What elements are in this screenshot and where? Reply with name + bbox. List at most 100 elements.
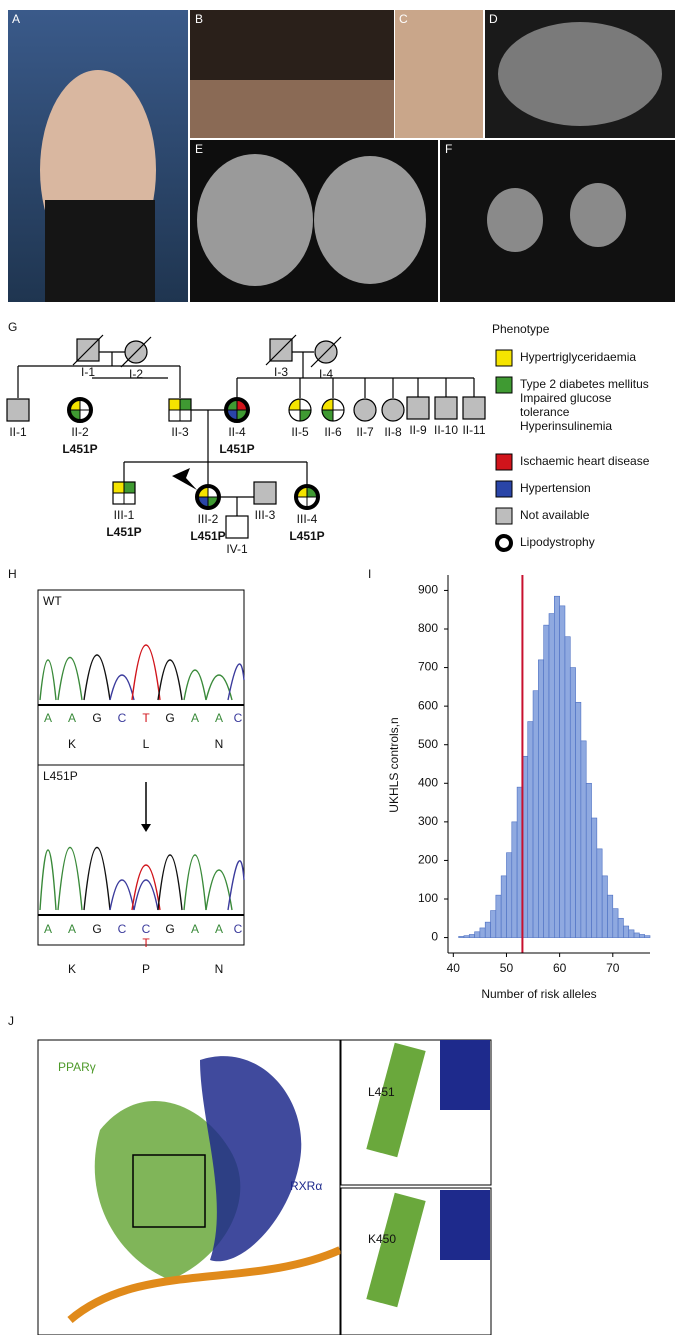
bar — [485, 922, 490, 937]
trace — [158, 660, 182, 700]
base: A — [68, 922, 76, 936]
bar — [586, 783, 591, 937]
bar — [459, 936, 464, 937]
legend-label: Impaired glucose — [520, 391, 612, 405]
chromatogram-label: WT — [43, 594, 62, 608]
bar — [496, 895, 501, 937]
base: G — [165, 922, 174, 936]
pedigree-square — [7, 399, 29, 421]
trace — [184, 855, 206, 910]
trace — [132, 865, 160, 910]
bar — [491, 911, 496, 938]
mri-e-left — [197, 154, 313, 286]
quadrant — [113, 493, 124, 504]
pedigree-square — [435, 397, 457, 419]
second-base: T — [142, 936, 150, 950]
legend-swatch — [496, 350, 512, 366]
mri-f-right — [570, 183, 626, 247]
trace — [40, 850, 56, 910]
bar — [581, 741, 586, 938]
individual-id: II-9 — [409, 423, 427, 437]
pedigree-square — [226, 516, 248, 538]
bar — [560, 606, 565, 938]
trace — [110, 880, 134, 910]
helix — [440, 1190, 490, 1260]
bar — [639, 934, 644, 937]
trace — [158, 855, 182, 910]
base: C — [234, 922, 243, 936]
individual-id: II-3 — [171, 425, 189, 439]
quadrant — [180, 410, 191, 421]
panel-label: E — [195, 142, 203, 156]
mri-d — [498, 22, 662, 126]
photo-a-clothes — [45, 200, 155, 302]
base: A — [215, 711, 223, 725]
genotype: L451P — [219, 442, 254, 456]
panel-label: H — [8, 567, 17, 581]
legend-title: Phenotype — [492, 322, 550, 336]
legend-label: Hypertension — [520, 481, 591, 495]
photo-b-hair — [190, 10, 394, 80]
legend-ring — [497, 536, 511, 550]
structure-label: RXRα — [290, 1179, 322, 1193]
panel-label: D — [489, 12, 498, 26]
panel-label: J — [8, 1014, 14, 1028]
chromatogram-label: L451P — [43, 769, 78, 783]
x-tick-label: 60 — [553, 961, 567, 975]
legend-label: Lipodystrophy — [520, 535, 595, 549]
trace — [132, 645, 160, 700]
base: T — [142, 711, 150, 725]
bar — [613, 909, 618, 938]
x-tick-label: 40 — [447, 961, 461, 975]
photo-f — [440, 140, 675, 302]
individual-id: II-4 — [228, 425, 246, 439]
individual-id: IV-1 — [226, 542, 248, 556]
trace — [58, 658, 82, 701]
individual-id: II-2 — [71, 425, 89, 439]
base: C — [142, 922, 151, 936]
bar — [475, 932, 480, 938]
x-tick-label: 50 — [500, 961, 514, 975]
base: A — [191, 711, 199, 725]
bar — [528, 722, 533, 938]
trace — [84, 848, 110, 911]
pedigree-square — [463, 397, 485, 419]
individual-id: III-4 — [297, 512, 318, 526]
mutation-arrowhead — [141, 824, 151, 832]
bar — [565, 637, 570, 938]
amino-acid: L — [143, 737, 150, 751]
quadrant — [124, 493, 135, 504]
trace — [40, 660, 56, 700]
mri-f-left — [487, 188, 543, 252]
bar — [544, 625, 549, 937]
y-tick-label: 800 — [418, 621, 438, 635]
amino-acid: N — [215, 737, 224, 751]
panel-label: I — [368, 567, 371, 581]
trace — [58, 848, 82, 911]
bar — [634, 933, 639, 938]
bar — [576, 702, 581, 937]
figure: ABCDEFGHIJI-1I-2I-3I-4II-1II-2L451PII-3I… — [0, 0, 677, 1335]
individual-id: II-10 — [434, 423, 458, 437]
proband-arrow — [172, 468, 197, 490]
y-tick-label: 200 — [418, 853, 438, 867]
bar — [554, 596, 559, 937]
panel-label: F — [445, 142, 452, 156]
bar — [533, 691, 538, 938]
legend-swatch — [496, 454, 512, 470]
y-tick-label: 0 — [431, 930, 438, 944]
genotype: L451P — [289, 529, 324, 543]
legend-label: Not available — [520, 508, 590, 522]
base: A — [191, 922, 199, 936]
amino-acid: K — [68, 737, 76, 751]
individual-id: II-1 — [9, 425, 27, 439]
individual-id: II-5 — [291, 425, 309, 439]
photo-c — [395, 10, 483, 138]
y-tick-label: 700 — [418, 660, 438, 674]
bar — [506, 853, 511, 938]
legend-label: Hyperinsulinemia — [520, 419, 612, 433]
individual-id: I-2 — [129, 367, 143, 381]
y-tick-label: 400 — [418, 775, 438, 789]
genotype: L451P — [190, 529, 225, 543]
bar — [597, 849, 602, 938]
